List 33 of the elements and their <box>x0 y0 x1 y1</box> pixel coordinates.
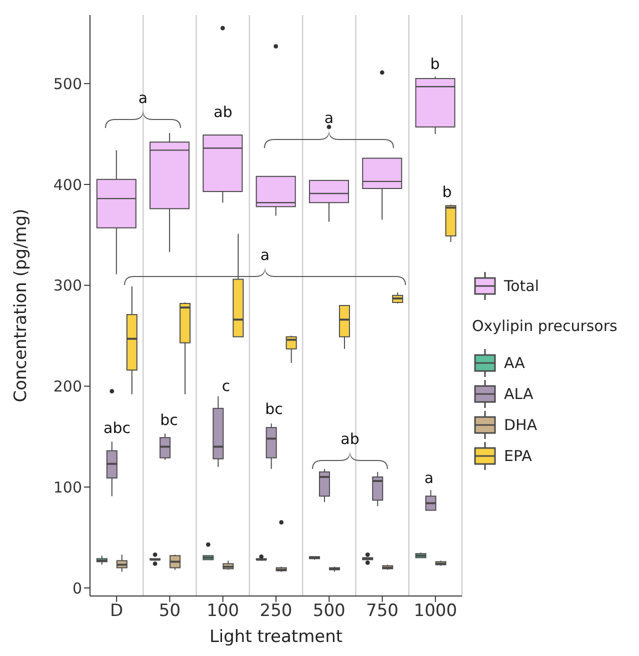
annotation: ab <box>214 103 232 122</box>
annotation: a <box>260 246 270 264</box>
y-tick-label: 400 <box>53 176 82 194</box>
legend-label: AA <box>504 354 525 372</box>
legend-label: ALA <box>504 384 534 402</box>
x-tick-label: 750 <box>366 601 399 622</box>
y-axis-title: Concentration (pg/mg) <box>11 208 32 402</box>
legend-title: Oxylipin precursors <box>472 317 618 335</box>
x-axis-title: Light treatment <box>209 627 343 647</box>
annotation: ab <box>340 430 360 448</box>
annotation: b <box>442 183 452 202</box>
x-tick-label: 500 <box>312 601 346 622</box>
x-tick-label: 1000 <box>414 601 458 622</box>
annotation: a <box>424 469 434 488</box>
y-tick-label: 500 <box>53 74 82 93</box>
y-tick-label: 300 <box>53 276 82 295</box>
y-tick-label: 100 <box>53 478 82 496</box>
annotation: bc <box>265 400 283 418</box>
annotation: a <box>324 109 334 127</box>
x-tick-label: 50 <box>158 601 181 622</box>
annotation: a <box>138 89 148 107</box>
x-tick-label: D <box>110 601 124 622</box>
x-tick-label: 250 <box>260 601 292 622</box>
annotation: b <box>430 55 440 74</box>
x-tick-label: 100 <box>206 601 240 622</box>
legend-label: Total <box>504 276 540 294</box>
y-tick-label: 0 <box>72 579 82 598</box>
annotation: c <box>222 377 230 396</box>
legend-label: DHA <box>504 416 538 434</box>
annotation: bc <box>160 411 178 430</box>
annotation: abc <box>104 419 130 438</box>
legend-label: EPA <box>504 446 532 464</box>
y-tick-label: 200 <box>53 378 82 396</box>
